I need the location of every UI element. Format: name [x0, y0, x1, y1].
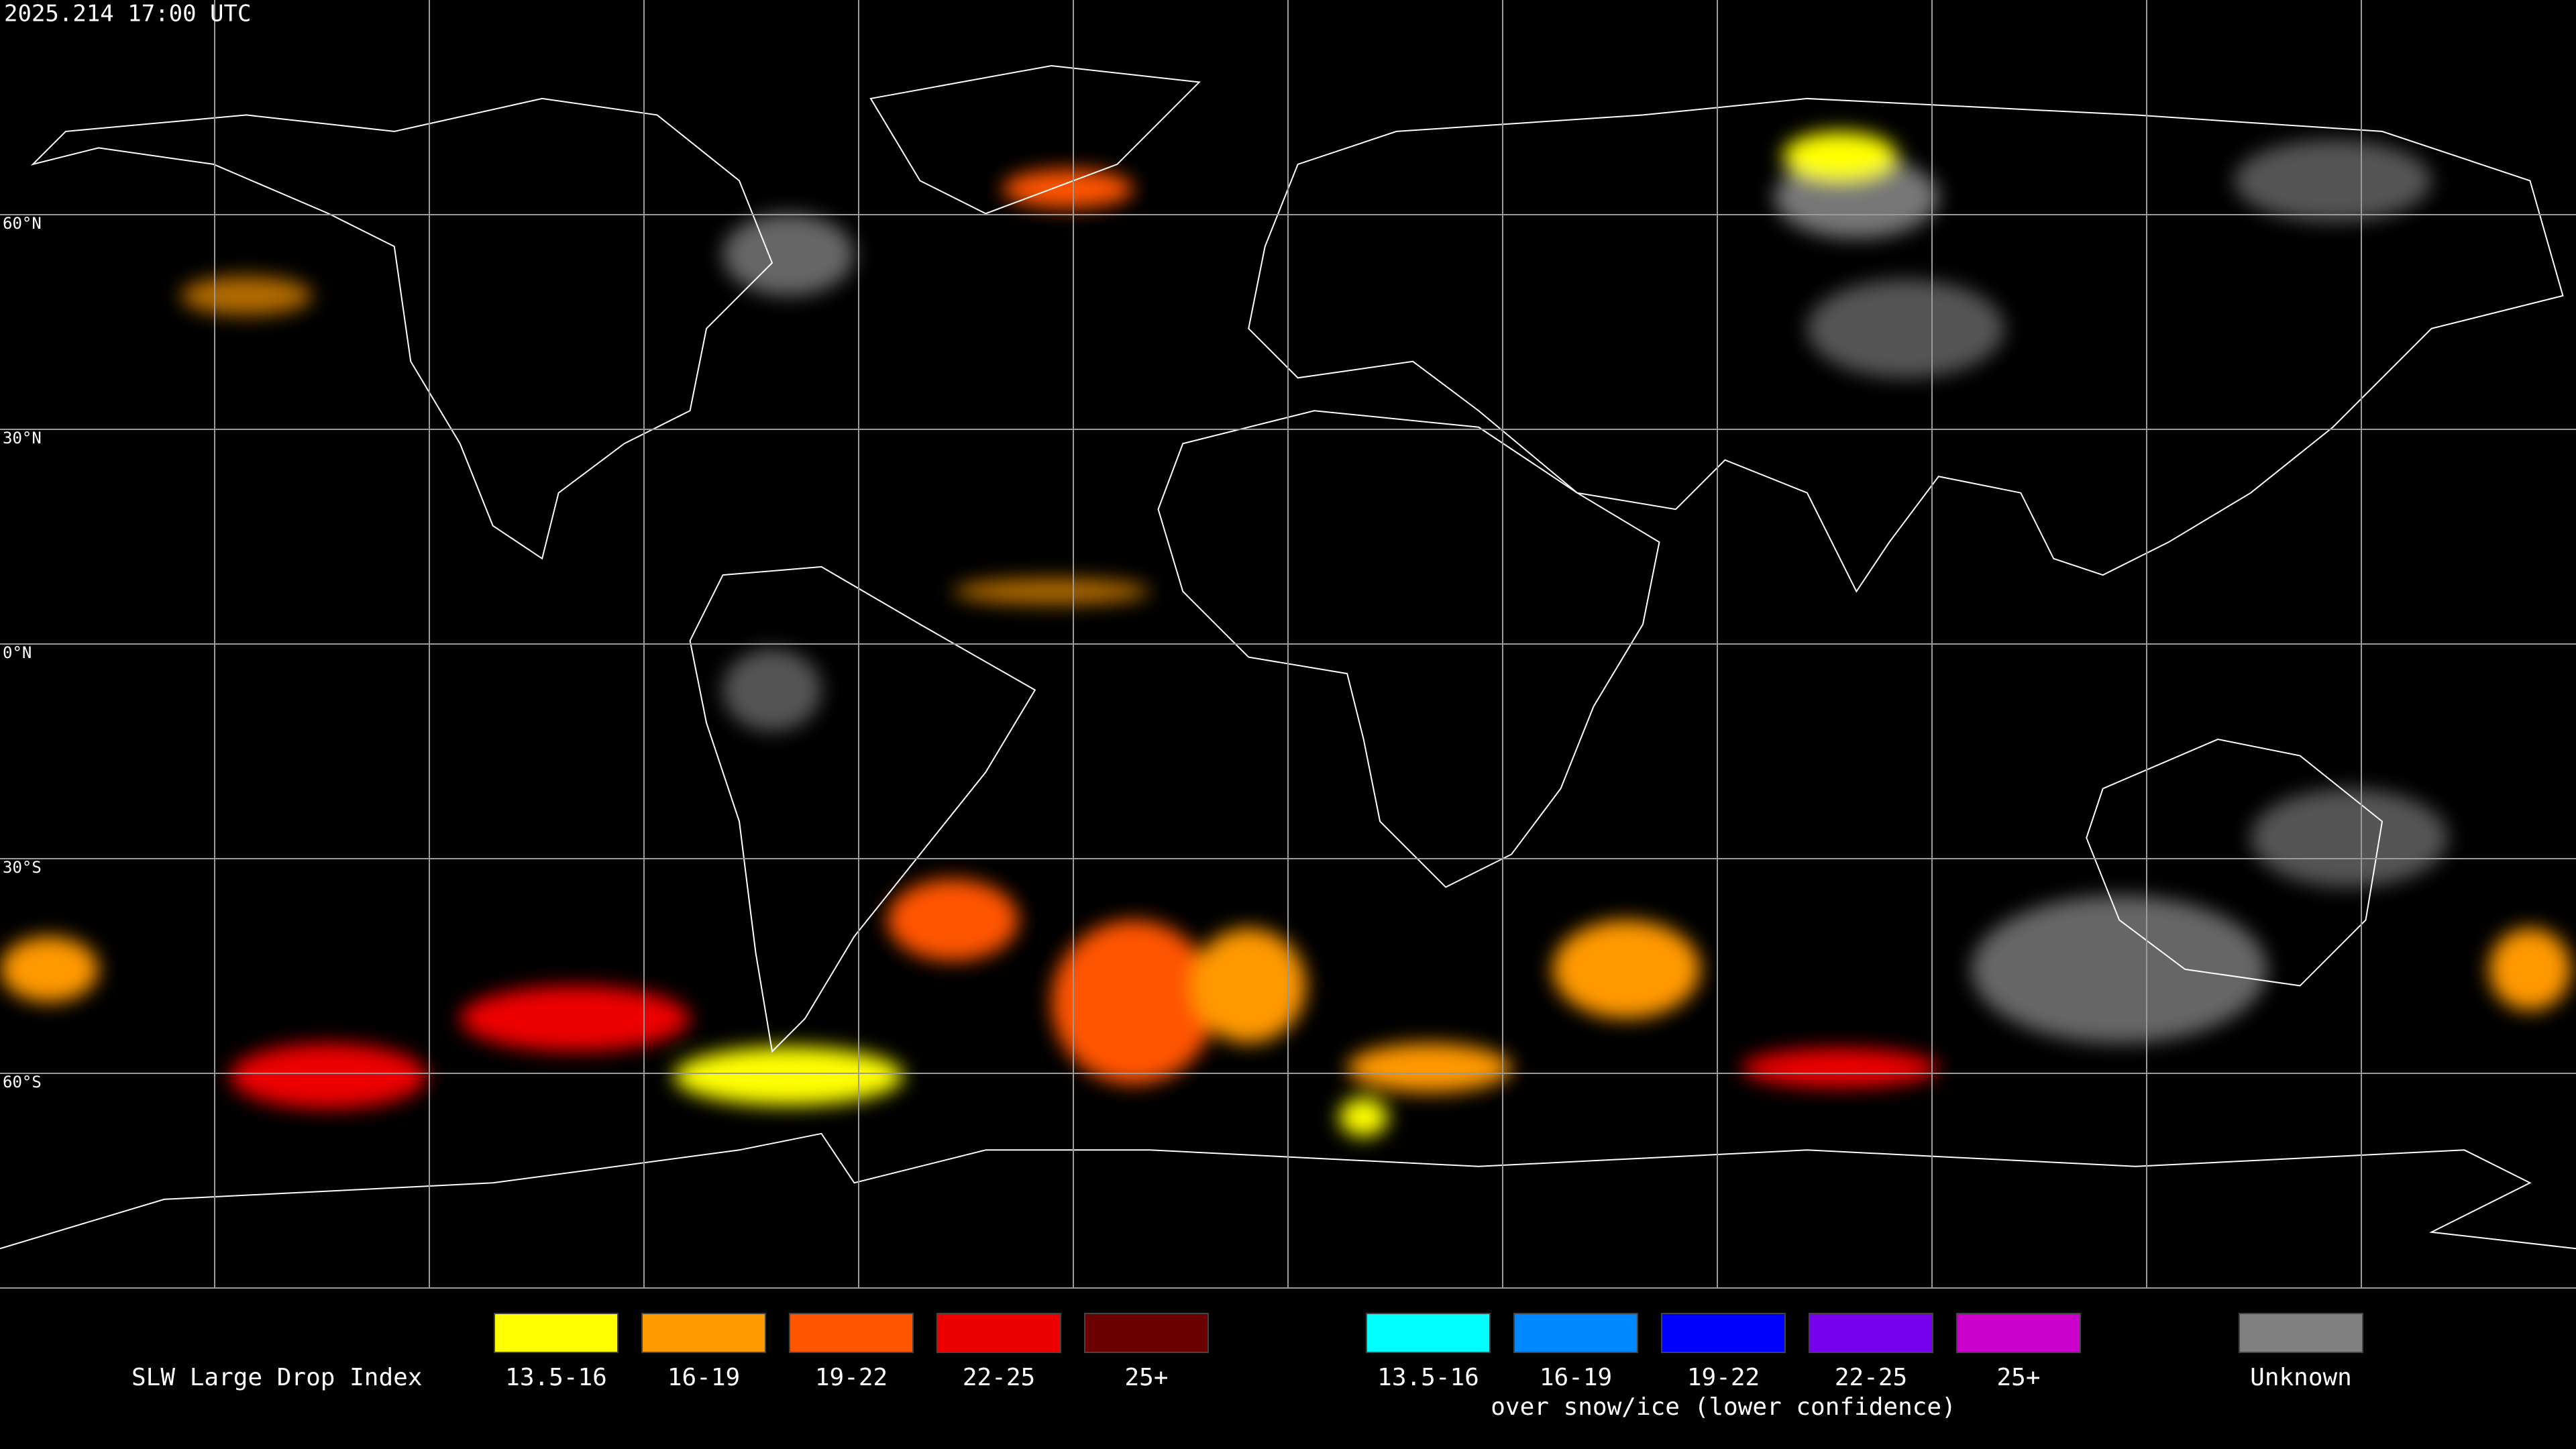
- legend-label: 16-19: [1540, 1364, 1612, 1391]
- cloud: [0, 936, 99, 1002]
- cloud: [2251, 788, 2449, 888]
- legend: 13.5-16 16-19 19-22 22-25 25+ 13.5-16 16-19 19-…: [494, 1313, 2363, 1421]
- coastlines: [0, 66, 2576, 1248]
- coastline: [33, 99, 772, 559]
- legend-swatch: [1366, 1313, 1491, 1353]
- cloud: [1051, 920, 1216, 1085]
- legend-label: 22-25: [1835, 1364, 1907, 1391]
- cloud-field: [0, 131, 2571, 1137]
- latitude-label: 0°N: [3, 643, 32, 662]
- legend-label: Unknown: [2250, 1364, 2352, 1391]
- coastline: [1159, 411, 1660, 887]
- cloud: [2489, 928, 2571, 1011]
- coastline: [690, 567, 1035, 1051]
- cloud: [1002, 169, 1134, 209]
- cloud: [722, 213, 855, 296]
- legend-swatch: [1956, 1313, 2081, 1353]
- cloud: [1782, 131, 1898, 181]
- legend-label: 16-19: [667, 1364, 740, 1391]
- legend-title: SLW Large Drop Index: [131, 1364, 422, 1391]
- cloud: [1347, 1043, 1512, 1093]
- cloud: [1807, 279, 2004, 378]
- cloud: [1971, 895, 2267, 1044]
- legend-swatch: [789, 1313, 914, 1353]
- cloud: [2234, 140, 2432, 222]
- latitude-label: 30°N: [3, 429, 42, 447]
- coastline: [871, 66, 1199, 213]
- legend-label: 13.5-16: [505, 1364, 607, 1391]
- coastline: [1248, 99, 2563, 592]
- cloud: [1741, 1048, 1939, 1088]
- legend-label: 19-22: [815, 1364, 888, 1391]
- legend-label: 25+: [1124, 1364, 1168, 1391]
- cloud: [1552, 920, 1701, 1019]
- legend-swatch: [2239, 1313, 2363, 1353]
- coastline: [0, 1134, 2576, 1248]
- legend-swatch: [936, 1313, 1061, 1353]
- legend-caption: over snow/ice (lower confidence): [1491, 1393, 1956, 1421]
- coastline: [2086, 739, 2382, 985]
- legend-swatch: [1661, 1313, 1786, 1353]
- cloud: [674, 1046, 904, 1106]
- cloud: [953, 578, 1150, 605]
- cloud: [1191, 928, 1306, 1044]
- legend-swatch: [1809, 1313, 1933, 1353]
- legend-label: 22-25: [963, 1364, 1035, 1391]
- cloud: [1338, 1097, 1389, 1137]
- timestamp: 2025.214 17:00 UTC: [4, 1, 251, 28]
- cloud: [180, 276, 313, 316]
- legend-swatch: [641, 1313, 766, 1353]
- latitude-label: 60°S: [3, 1073, 42, 1091]
- latitude-label: 30°S: [3, 858, 42, 877]
- legend-label: 19-22: [1687, 1364, 1760, 1391]
- graticule: 60°N 30°N 0°N 30°S 60°S: [0, 0, 2576, 1288]
- cloud: [722, 649, 822, 731]
- cloud: [460, 985, 690, 1052]
- legend-label: 25+: [1996, 1364, 2040, 1391]
- legend-swatch: [1084, 1313, 1209, 1353]
- legend-label: 13.5-16: [1377, 1364, 1479, 1391]
- cloud: [229, 1043, 427, 1110]
- latitude-label: 60°N: [3, 214, 42, 233]
- legend-swatch: [494, 1313, 619, 1353]
- legend-swatch: [1513, 1313, 1638, 1353]
- cloud: [887, 879, 1019, 961]
